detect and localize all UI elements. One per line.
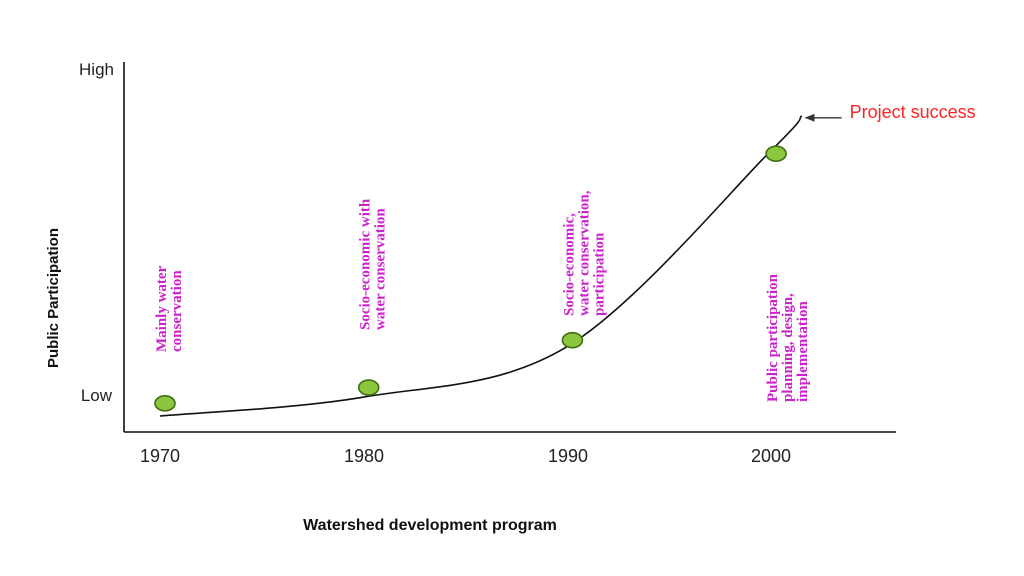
x-tick-label-2000: 2000 bbox=[751, 446, 791, 466]
milestone-marker-1990 bbox=[561, 331, 584, 349]
x-tick-label-1980: 1980 bbox=[344, 446, 384, 466]
phase-label-line: Socio-economic, bbox=[561, 213, 577, 316]
phase-labels: Mainly water conservation Socio-economic w… bbox=[154, 190, 811, 402]
phase-label-line: Mainly water bbox=[154, 265, 170, 352]
x-tick-label-1970: 1970 bbox=[140, 446, 180, 466]
phase-label-line: Public participation bbox=[765, 273, 781, 402]
milestone-marker-1980 bbox=[357, 379, 380, 396]
y-tick-label-low: Low bbox=[81, 386, 113, 405]
phase-label-line: water conservation, bbox=[576, 190, 592, 316]
milestone-marker-2000 bbox=[765, 145, 787, 163]
project-success-label: Project success bbox=[850, 102, 976, 122]
phase-label-line: participation bbox=[591, 232, 607, 316]
phase-label-1980: Socio-economic with water conservation bbox=[358, 198, 389, 330]
x-axis-title: Watershed development program bbox=[303, 517, 557, 534]
phase-label-line: Socio-economic with bbox=[358, 198, 374, 330]
x-tick-label-1990: 1990 bbox=[548, 446, 588, 466]
phase-label-line: implementation bbox=[795, 301, 811, 402]
phase-label-1990: Socio-economic, water conservation, partic… bbox=[561, 190, 607, 316]
phase-label-line: water conservation bbox=[373, 208, 389, 330]
y-tick-label-high: High bbox=[79, 60, 114, 79]
phase-label-line: planning, design, bbox=[780, 293, 796, 402]
milestone-markers bbox=[154, 145, 787, 412]
y-axis-title: Public Participation bbox=[45, 228, 62, 368]
milestone-marker-1970 bbox=[154, 395, 176, 412]
phase-label-2000: Public participation planning, design, imp… bbox=[765, 273, 811, 402]
participation-curve bbox=[159, 115, 803, 417]
x-tick-labels: 1970 1980 1990 2000 bbox=[140, 446, 791, 466]
phase-label-line: conservation bbox=[169, 270, 185, 352]
phase-label-1970: Mainly water conservation bbox=[154, 265, 185, 352]
